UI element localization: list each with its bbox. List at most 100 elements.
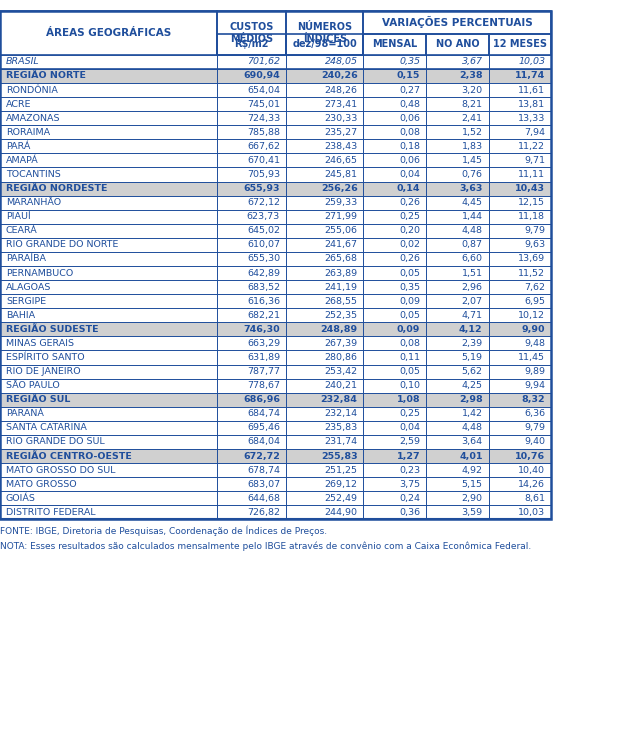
Bar [0,379,218,392]
Text: 745,01: 745,01 [247,100,280,109]
Bar [0,294,551,308]
Bar [0,477,218,491]
Text: 705,93: 705,93 [247,170,280,179]
Text: 4,12: 4,12 [459,325,483,333]
Text: 667,62: 667,62 [247,142,280,151]
Bar [426,97,488,111]
Bar [426,154,488,167]
Text: 11,22: 11,22 [518,142,545,151]
Text: 0,25: 0,25 [399,410,420,419]
Bar [0,322,218,336]
Bar [363,181,426,195]
Bar [426,421,488,435]
Text: 9,48: 9,48 [525,339,545,348]
Bar [363,97,426,111]
Text: 6,36: 6,36 [524,410,545,419]
Text: 672,72: 672,72 [243,451,280,460]
Bar [426,34,488,54]
Bar [218,238,286,252]
Bar [488,224,551,238]
Bar [0,421,218,435]
Text: 231,74: 231,74 [324,437,358,446]
Text: 1,45: 1,45 [462,156,483,165]
Bar [426,379,488,392]
Bar [218,280,286,294]
Text: 0,87: 0,87 [462,240,483,249]
Bar [426,463,488,477]
Text: 263,89: 263,89 [324,269,358,278]
Bar [218,125,286,140]
Text: 4,48: 4,48 [462,226,483,235]
Text: 6,95: 6,95 [525,297,545,306]
Bar [286,308,363,322]
Bar [363,477,426,491]
Text: 11,74: 11,74 [515,72,545,81]
Text: 241,67: 241,67 [324,240,358,249]
Text: CEARÁ: CEARÁ [6,226,37,235]
Bar [488,195,551,210]
Bar [426,224,488,238]
Bar [426,308,488,322]
Bar [488,154,551,167]
Bar [363,280,426,294]
Bar [488,125,551,140]
Text: 2,41: 2,41 [462,113,483,122]
Bar [0,154,218,167]
Text: 230,33: 230,33 [324,113,358,122]
Bar [286,125,363,140]
Bar [363,407,426,421]
Bar [0,210,218,224]
Text: 256,26: 256,26 [321,184,358,193]
Bar [0,125,218,140]
Text: 0,76: 0,76 [462,170,483,179]
Bar [0,449,218,463]
Text: 610,07: 610,07 [247,240,280,249]
Bar [286,421,363,435]
Bar [218,140,286,154]
Text: 0,08: 0,08 [399,128,420,137]
Text: 663,29: 663,29 [247,339,280,348]
Text: REGIÃO SUL: REGIÃO SUL [6,395,70,404]
Text: 0,24: 0,24 [399,494,420,503]
Bar [218,491,286,505]
Bar [363,449,426,463]
Text: 240,26: 240,26 [321,72,358,81]
Text: 0,35: 0,35 [399,57,420,66]
Bar [0,195,551,210]
Bar [363,252,426,266]
Bar [0,365,218,379]
Text: 2,07: 2,07 [462,297,483,306]
Text: 0,25: 0,25 [399,212,420,222]
Bar [218,407,286,421]
Text: 695,46: 695,46 [247,424,280,433]
Bar [218,224,286,238]
Text: 12,15: 12,15 [518,198,545,207]
Text: 0,36: 0,36 [399,508,420,517]
Text: 3,75: 3,75 [399,480,420,489]
Bar [218,308,286,322]
Bar [488,83,551,97]
Text: 6,60: 6,60 [462,254,483,263]
Text: 259,33: 259,33 [324,198,358,207]
Text: BRASIL: BRASIL [6,57,39,66]
Bar [488,252,551,266]
Bar [218,252,286,266]
Text: 244,90: 244,90 [324,508,358,517]
Text: 0,14: 0,14 [397,184,420,193]
Bar [218,336,286,351]
Bar [0,280,218,294]
Text: 3,59: 3,59 [462,508,483,517]
Bar [363,83,426,97]
Text: 726,82: 726,82 [247,508,280,517]
Text: ALAGOAS: ALAGOAS [6,283,51,292]
Bar [488,365,551,379]
Bar [363,351,426,365]
Bar [286,477,363,491]
Text: 248,89: 248,89 [321,325,358,333]
Text: 235,83: 235,83 [324,424,358,433]
Text: ÁREAS GEOGRÁFICAS: ÁREAS GEOGRÁFICAS [46,28,171,38]
Bar [363,294,426,308]
Text: 241,19: 241,19 [324,283,358,292]
Text: 235,27: 235,27 [324,128,358,137]
Bar [0,392,551,407]
